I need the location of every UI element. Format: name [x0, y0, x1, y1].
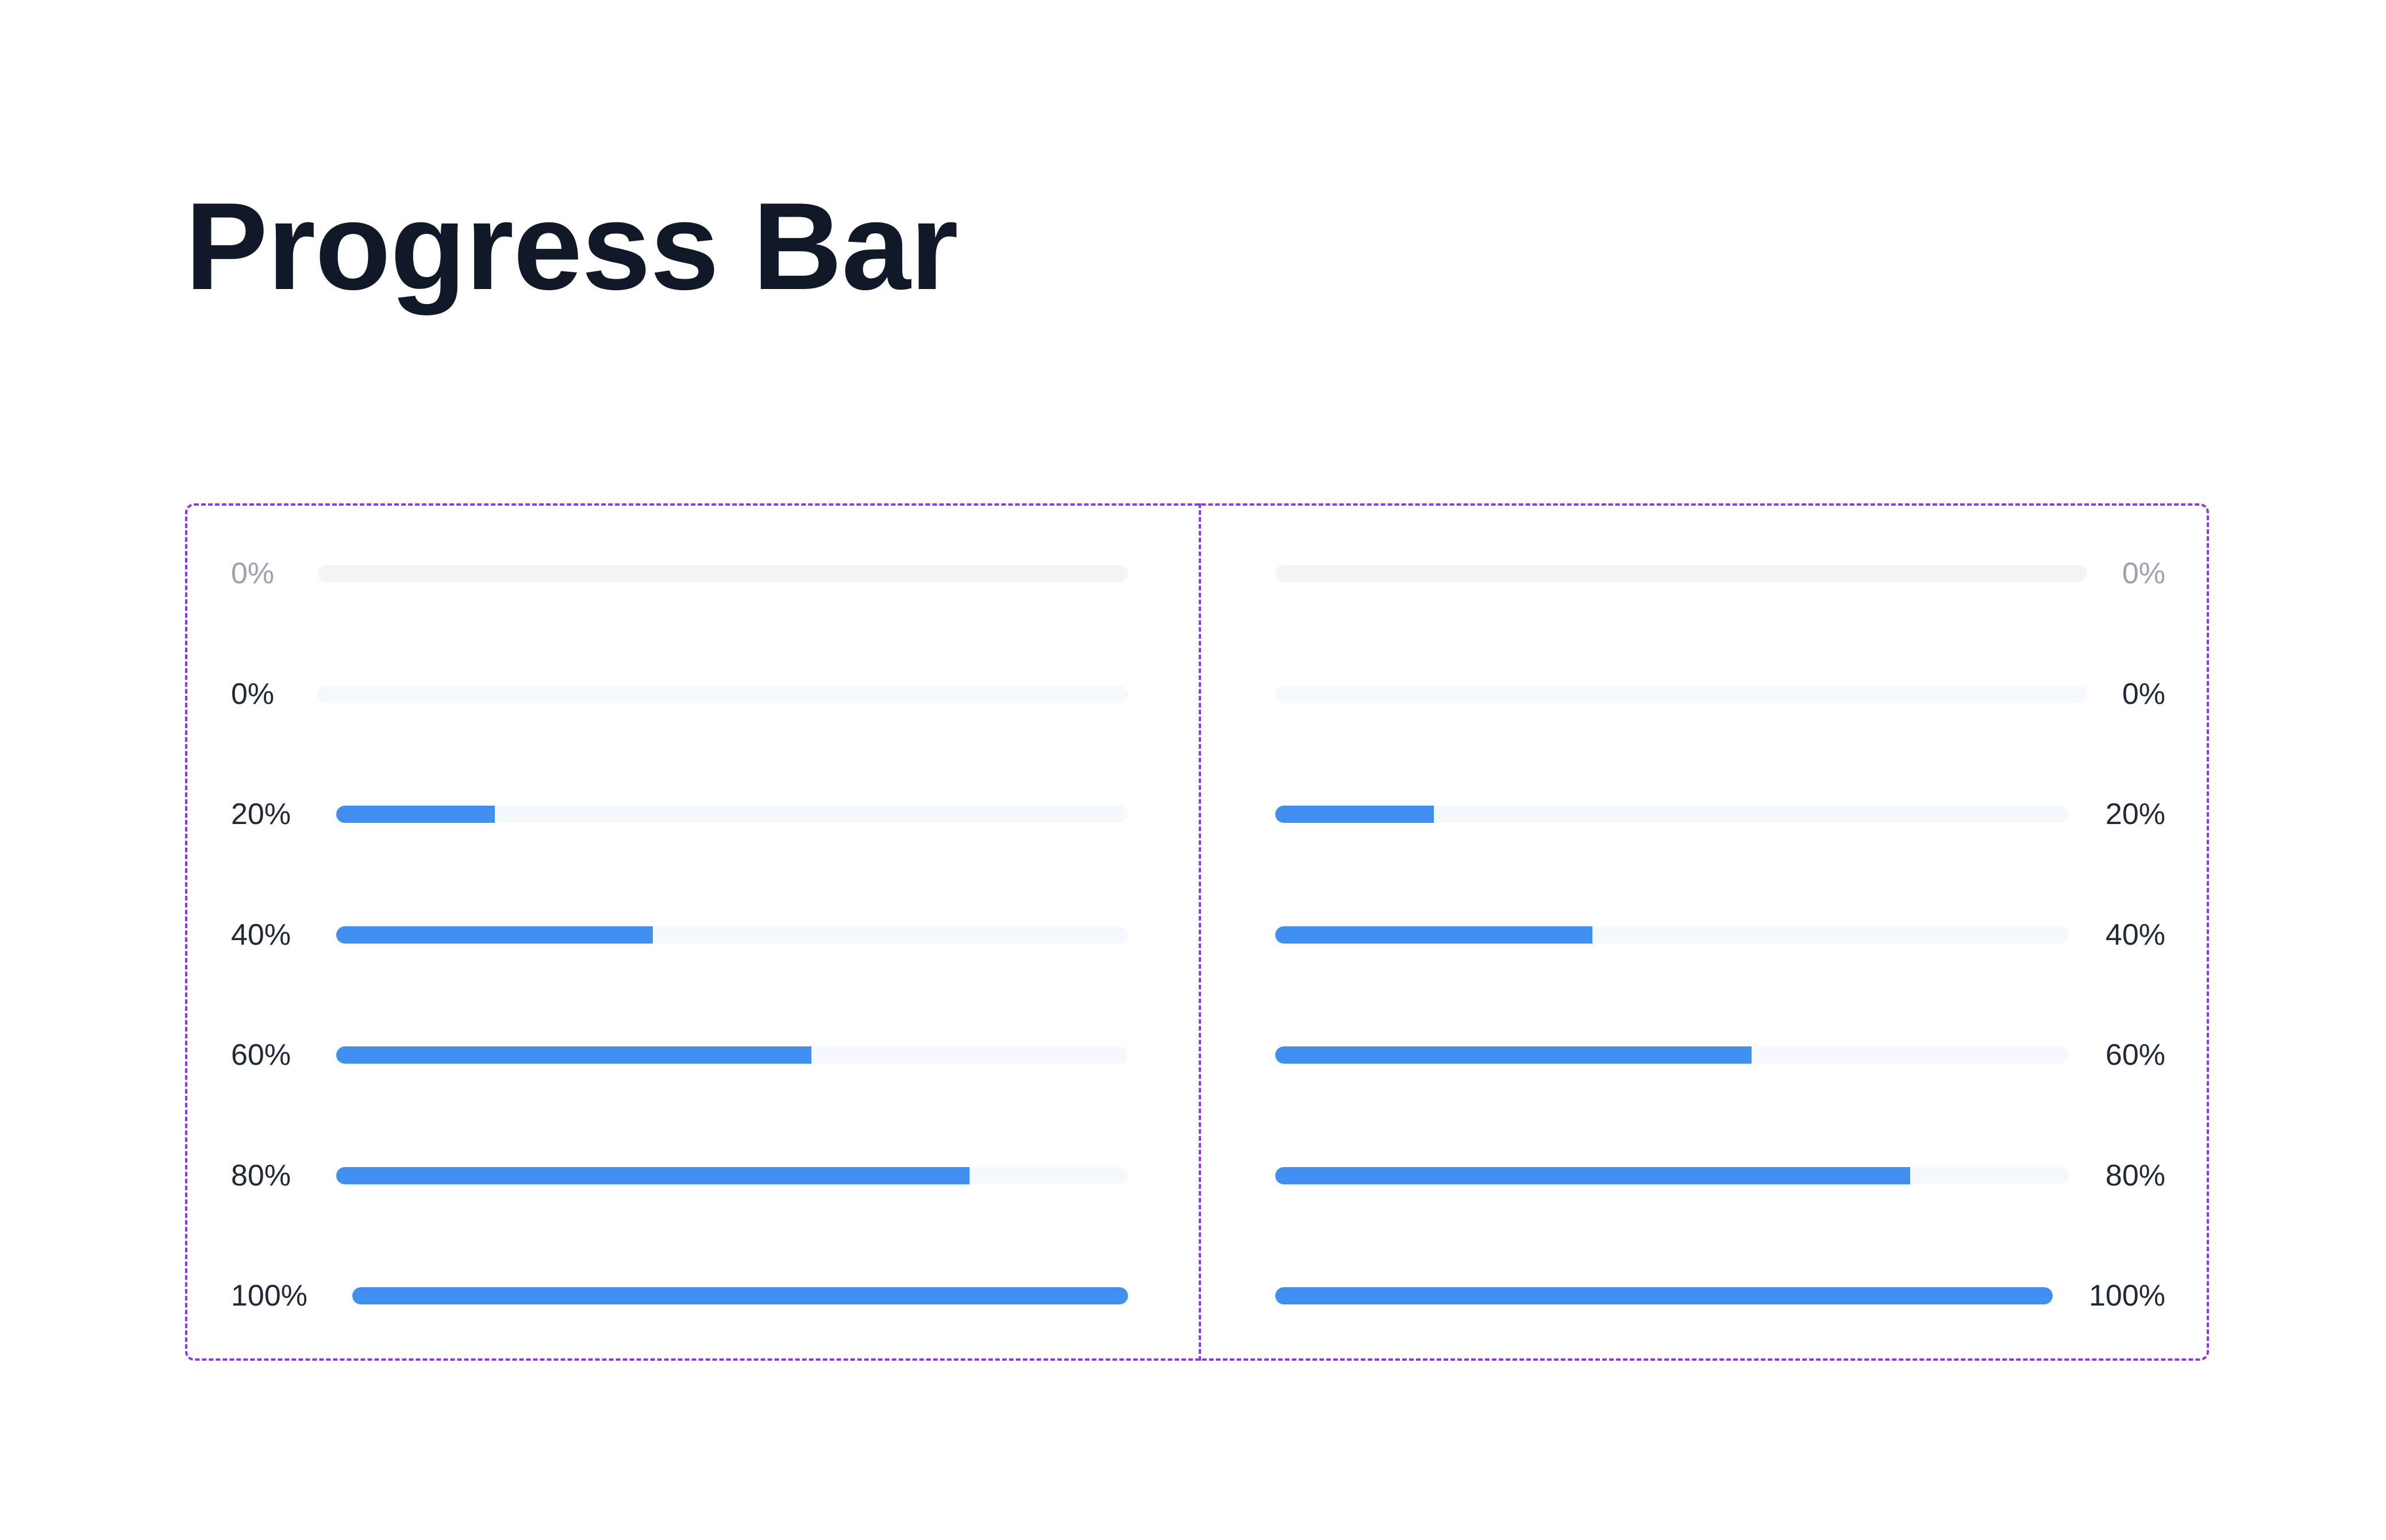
progress-track-right [1275, 565, 2087, 582]
component-frame [185, 503, 2209, 1361]
progress-track-right [1275, 1046, 2069, 1064]
progress-fill [336, 1166, 970, 1184]
progress-track-left [336, 1046, 1128, 1064]
progress-track-left [318, 685, 1128, 703]
progress-track-right [1275, 926, 2069, 944]
progress-label-right: 20% [2105, 798, 2165, 831]
progress-track-right [1275, 685, 2087, 703]
progress-label-right: 60% [2105, 1038, 2165, 1072]
progress-label-left: 0% [231, 677, 275, 711]
progress-label-right: 40% [2105, 918, 2165, 952]
progress-track-left [336, 806, 1128, 823]
progress-fill [336, 1046, 811, 1064]
progress-track-right [1275, 806, 2069, 823]
progress-fill [352, 1287, 1128, 1304]
progress-label-left: 80% [231, 1158, 291, 1192]
progress-fill [1275, 806, 1434, 823]
progress-track-left [336, 1166, 1128, 1184]
progress-label-left: 20% [231, 798, 291, 831]
progress-label-right: 0% [2122, 557, 2165, 590]
progress-label-right: 0% [2122, 677, 2165, 711]
column-divider [1199, 503, 1201, 1361]
progress-label-right: 80% [2105, 1158, 2165, 1192]
progress-fill [1275, 1046, 1752, 1064]
progress-label-left: 60% [231, 1038, 291, 1072]
progress-track-right [1275, 1287, 2053, 1304]
progress-fill [1275, 1287, 2053, 1304]
progress-track-right [1275, 1166, 2069, 1184]
progress-fill [336, 926, 653, 944]
progress-label-left: 40% [231, 918, 291, 952]
progress-fill [1275, 926, 1593, 944]
progress-label-right: 100% [2089, 1279, 2165, 1312]
progress-track-left [336, 926, 1128, 944]
progress-fill [1275, 1166, 1910, 1184]
progress-label-left: 100% [231, 1279, 307, 1312]
progress-label-left: 0% [231, 557, 275, 590]
progress-track-left [352, 1287, 1128, 1304]
progress-fill [336, 806, 495, 823]
page-title: Progress Bar [185, 176, 959, 315]
progress-track-left [318, 565, 1128, 582]
